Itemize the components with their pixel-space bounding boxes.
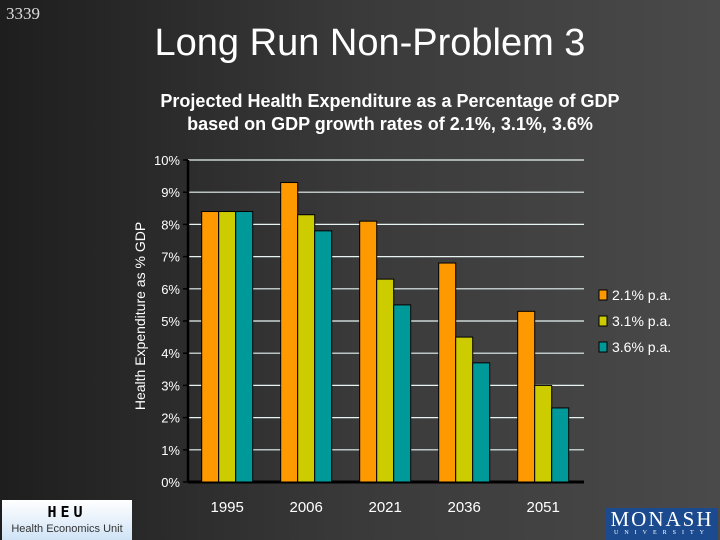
y-tick-label: 2% — [161, 411, 180, 426]
chart-title: Projected Health Expenditure as a Percen… — [120, 90, 660, 136]
y-axis-label: Health Expenditure as % GDP — [132, 222, 148, 410]
bar — [393, 304, 412, 483]
legend-label: 3.1% p.a. — [612, 313, 671, 329]
bar — [534, 384, 553, 483]
heu-abbr: HEU — [47, 503, 87, 521]
legend-label: 2.1% p.a. — [612, 287, 671, 303]
bar — [218, 211, 237, 483]
x-tick-label: 2036 — [448, 499, 481, 516]
y-tick-label: 5% — [161, 314, 180, 329]
x-tick-label: 1995 — [211, 499, 244, 516]
legend-swatch — [598, 289, 608, 301]
monash-logo: MONASH UNIVERSITY — [606, 508, 718, 540]
y-tick-label: 0% — [161, 475, 180, 490]
bar — [201, 211, 220, 483]
y-tick-label: 4% — [161, 346, 180, 361]
y-tick-label: 3% — [161, 378, 180, 393]
monash-name: MONASH — [610, 507, 714, 531]
bar — [314, 230, 333, 483]
y-tick-label: 9% — [161, 185, 180, 200]
bar — [472, 362, 491, 483]
bar — [376, 278, 395, 483]
bar — [359, 220, 378, 483]
legend-swatch — [598, 341, 608, 353]
y-tick-label: 6% — [161, 282, 180, 297]
x-tick-label: 2006 — [290, 499, 323, 516]
bar — [517, 310, 536, 483]
bar — [551, 407, 570, 483]
x-tick-label: 2021 — [369, 499, 402, 516]
bar — [297, 214, 316, 483]
x-tick-label: 2051 — [527, 499, 560, 516]
bar — [438, 262, 457, 483]
bar — [280, 182, 299, 483]
legend-label: 3.6% p.a. — [612, 339, 671, 355]
heu-logo: HEU Health Economics Unit — [2, 500, 132, 540]
chart-title-line: based on GDP growth rates of 2.1%, 3.1%,… — [187, 114, 593, 134]
slide-title: Long Run Non-Problem 3 — [154, 22, 586, 64]
monash-sub: UNIVERSITY — [614, 530, 710, 536]
y-tick-label: 8% — [161, 217, 180, 232]
y-tick-label: 10% — [154, 153, 180, 168]
bar — [455, 336, 474, 483]
bar — [235, 211, 254, 483]
y-tick-label: 7% — [161, 250, 180, 265]
chart-title-line: Projected Health Expenditure as a Percen… — [160, 91, 620, 111]
slide-number: 3339 — [6, 4, 40, 23]
y-tick-label: 1% — [161, 443, 180, 458]
heu-name: Health Economics Unit — [11, 523, 123, 535]
legend-swatch — [598, 315, 608, 327]
